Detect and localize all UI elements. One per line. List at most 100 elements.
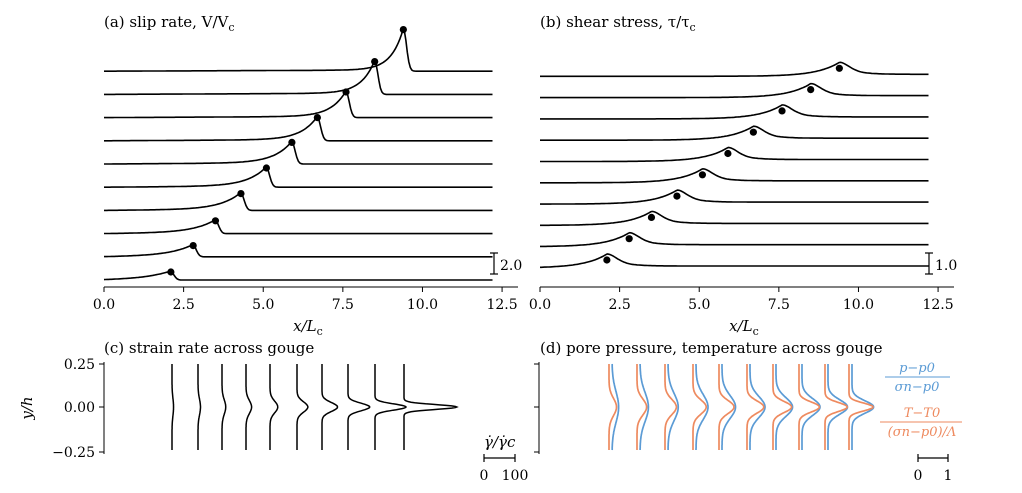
panel-a-x-tick-label: 0.0 xyxy=(93,297,115,313)
panel-c-profile xyxy=(296,364,309,450)
scalebar-d-tick-0: 0 xyxy=(914,468,923,484)
panel-d-temperature-profile xyxy=(692,364,708,450)
panel-b-tip-marker xyxy=(603,256,611,264)
panel-c-y-tick-label: 0.00 xyxy=(64,400,95,416)
panel-a-tip-marker xyxy=(288,138,296,146)
panel-a-x-tick-label: 12.5 xyxy=(486,297,517,313)
panel-b-x-tick-label: 10.0 xyxy=(843,297,874,313)
panel-c-profile xyxy=(221,364,227,450)
legend-pore-pressure-num: p−p0 xyxy=(899,361,935,376)
panel-d-temperature-profile xyxy=(848,364,874,450)
xlabel-a: x/Lc xyxy=(293,317,323,338)
panel-b-x-tick-label: 7.5 xyxy=(768,297,790,313)
panel-d-temperature-profile xyxy=(824,364,849,450)
panel-d-temperature-profile xyxy=(746,364,765,450)
title-d: (d) pore pressure, temperature across go… xyxy=(540,339,883,357)
panel-d-temperature-profile xyxy=(664,364,678,450)
panel-c-profile xyxy=(245,364,253,450)
panel-a-x-tick-label: 7.5 xyxy=(332,297,354,313)
panel-a-tip-marker xyxy=(262,164,271,172)
scalebar-c: γ̇/γ̇c 0 100 xyxy=(480,433,529,484)
panel-c-profile xyxy=(403,364,459,450)
panel-a-tip-marker xyxy=(211,217,220,225)
panel-c-profile xyxy=(197,364,202,450)
axis-d-ticks xyxy=(534,362,540,454)
panel-d-temperature-profile xyxy=(636,364,648,450)
panel-b-x-tick-label: 5.0 xyxy=(688,297,710,313)
panel-b-trace xyxy=(540,146,929,163)
panel-b-tip-marker xyxy=(724,149,732,158)
panel-d-temperature-profile xyxy=(798,364,821,450)
panel-d-temperature-profile xyxy=(772,364,793,450)
panel-a-tip-marker xyxy=(313,114,321,122)
panel-d-pore-pressure-profile xyxy=(667,364,680,450)
panel-a-trace xyxy=(104,140,493,165)
panel-c-y-tick-label: −0.25 xyxy=(52,445,95,461)
panel-b-tip-marker xyxy=(625,235,633,243)
panel-b-tip-marker xyxy=(698,171,707,179)
panel-a-trace xyxy=(104,192,493,212)
title-b: (b) shear stress, τ/τc xyxy=(540,13,696,34)
scalebar-c-label: γ̇/γ̇c xyxy=(484,433,516,451)
panel-a-tip-marker xyxy=(167,268,175,276)
panel-b-trace xyxy=(540,189,929,205)
panel-a-trace xyxy=(103,270,493,281)
panel-a-trace xyxy=(104,89,493,119)
panel-a-slip-rate: (a) slip rate, V/Vc 0.0 2.5 5.0 7.5 10.0 12.5… xyxy=(93,13,522,338)
panel-b-shear-stress: (b) shear stress, τ/τc 0.0 2.5 5.0 7.5 10.0 1… xyxy=(529,13,957,338)
panel-c-strain-rate: (c) strain rate across gouge 0.25 0.00 −0.… xyxy=(18,339,528,484)
panel-d-pore-pressure-profile xyxy=(851,364,875,450)
scalebar-d: 0 1 xyxy=(914,454,953,484)
panel-d-pore-pressure-profile xyxy=(827,364,849,450)
panel-d-pore-pressure-profile xyxy=(801,364,821,450)
panel-b-trace xyxy=(540,210,929,227)
panel-a-trace xyxy=(104,59,493,96)
panel-c-profile xyxy=(374,364,408,450)
title-a: (a) slip rate, V/Vc xyxy=(104,13,235,34)
panel-b-trace xyxy=(540,125,929,141)
title-c: (c) strain rate across gouge xyxy=(104,339,314,357)
scalebar-d-tick-1: 1 xyxy=(944,468,953,484)
panel-b-tip-marker xyxy=(647,213,656,221)
panel-c-profile xyxy=(321,364,339,450)
panel-b-tip-marker xyxy=(673,192,681,200)
panel-b-tip-marker xyxy=(807,86,815,94)
panel-c-y-tick-label: 0.25 xyxy=(64,357,95,373)
panel-d-pore-pressure-profile xyxy=(749,364,766,450)
scalebar-a-label: 2.0 xyxy=(500,258,522,274)
panel-a-trace xyxy=(104,115,493,142)
panel-a-trace xyxy=(104,28,493,72)
panel-b-x-tick-label: 0.0 xyxy=(529,297,551,313)
scalebar-b-label: 1.0 xyxy=(935,258,957,274)
panel-b-trace xyxy=(540,231,929,248)
panel-b-trace xyxy=(540,253,929,269)
panel-a-tip-marker xyxy=(237,190,245,198)
scalebar-a: 2.0 xyxy=(490,252,522,275)
panel-b-tip-marker xyxy=(778,107,786,115)
scalebar-c-tick-0: 0 xyxy=(480,468,489,484)
panel-b-trace xyxy=(540,104,929,120)
panel-c-profile xyxy=(269,364,279,450)
panel-c-profile xyxy=(171,364,175,450)
panel-c-profile xyxy=(347,364,371,450)
legend-temperature-num: T−T0 xyxy=(904,406,941,421)
panel-b-tip-marker xyxy=(835,64,843,72)
panel-b-trace xyxy=(540,82,929,99)
panel-a-trace xyxy=(104,219,493,235)
panel-d-pore-pressure-profile xyxy=(639,364,650,450)
legend-d: p−p0 σn−p0 T−T0 (σn−p0)/Λ xyxy=(880,361,962,440)
xlabel-b: x/Lc xyxy=(729,317,759,338)
panel-a-trace xyxy=(104,244,493,258)
legend-pore-pressure-den: σn−p0 xyxy=(895,380,940,395)
panel-b-trace xyxy=(540,61,929,78)
panel-a-tip-marker xyxy=(189,242,197,250)
panel-d-temperature-profile xyxy=(608,364,618,450)
panel-d-pore-pressure-profile xyxy=(775,364,794,450)
legend-temperature-den: (σn−p0)/Λ xyxy=(888,425,957,440)
panel-d-pore-pressure-temperature: (d) pore pressure, temperature across go… xyxy=(534,339,962,484)
panel-b-x-tick-label: 12.5 xyxy=(922,297,953,313)
panel-a-x-tick-label: 2.5 xyxy=(172,297,194,313)
scalebar-b: 1.0 xyxy=(925,252,957,275)
panel-a-trace xyxy=(104,166,493,188)
